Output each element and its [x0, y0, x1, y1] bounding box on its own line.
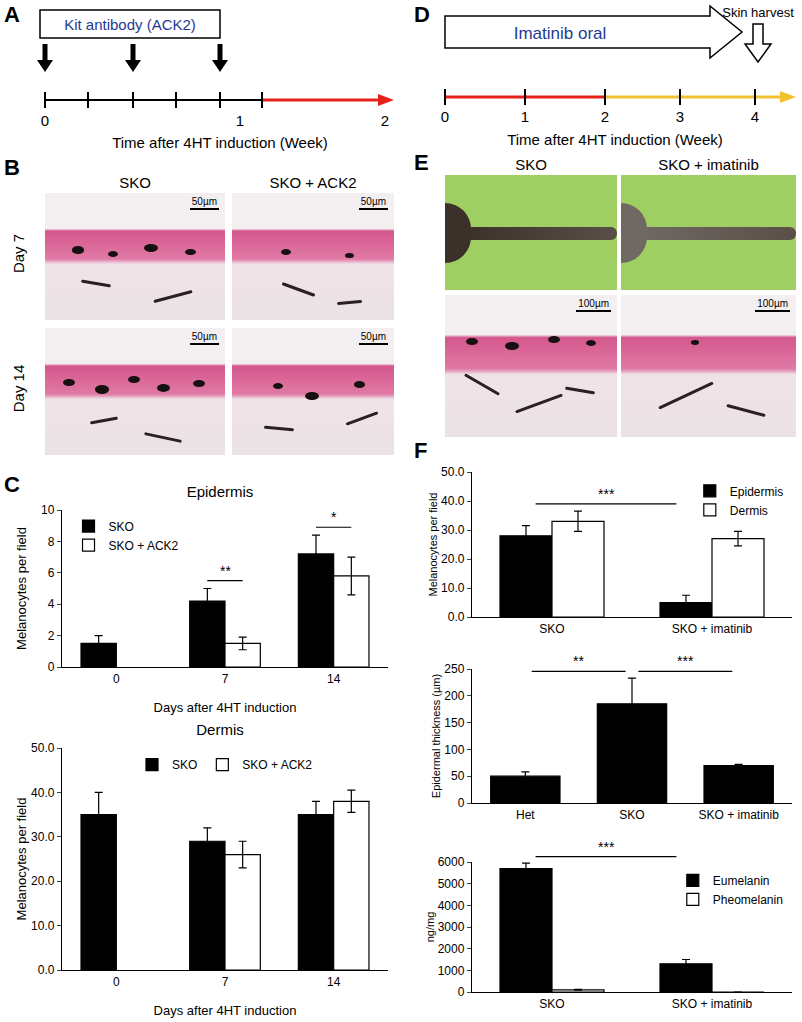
svg-text:Pheomelanin: Pheomelanin	[713, 893, 783, 907]
svg-text:150: 150	[444, 716, 464, 730]
svg-text:250: 250	[444, 662, 464, 676]
svg-text:5000: 5000	[438, 877, 465, 891]
svg-text:40.0: 40.0	[31, 786, 55, 800]
svg-text:10.0: 10.0	[441, 581, 465, 595]
html-text:Day 14: Day 14	[9, 364, 27, 413]
svg-text:30.0: 30.0	[441, 523, 465, 537]
svg-text:Imatinib oral: Imatinib oral	[514, 24, 607, 43]
svg-text:30.0: 30.0	[31, 830, 55, 844]
svg-text:0: 0	[41, 112, 49, 129]
svg-text:0: 0	[441, 108, 449, 125]
svg-text:SKO: SKO	[172, 758, 197, 772]
svg-text:Days after 4HT induction: Days after 4HT induction	[154, 1003, 297, 1018]
svg-text:Time after 4HT induction (Week: Time after 4HT induction (Week)	[507, 131, 723, 148]
html-text:50µm: 50µm	[360, 196, 386, 207]
svg-text:SKO + ACK2: SKO + ACK2	[242, 758, 312, 772]
html-text:SKO: SKO	[119, 174, 151, 191]
svg-text:0: 0	[458, 796, 465, 810]
svg-text:Time after 4HT induction (Week: Time after 4HT induction (Week)	[112, 134, 328, 151]
html-text:D: D	[414, 2, 430, 27]
svg-text:0: 0	[113, 672, 120, 686]
svg-text:7: 7	[222, 975, 229, 989]
svg-text:ng/mg: ng/mg	[424, 912, 436, 943]
svg-text:2: 2	[381, 112, 389, 129]
svg-text:0: 0	[48, 660, 55, 674]
html-text:50µm: 50µm	[191, 331, 217, 342]
html-text:A: A	[4, 2, 20, 27]
html-text:50µm: 50µm	[191, 196, 217, 207]
svg-text:SKO + ACK2: SKO + ACK2	[109, 539, 179, 553]
svg-text:*: *	[331, 509, 337, 525]
html-text:B: B	[4, 155, 20, 180]
svg-text:**: **	[220, 563, 231, 579]
svg-text:3000: 3000	[438, 920, 465, 934]
svg-text:Dermis: Dermis	[196, 721, 244, 738]
svg-text:SKO + imatinib: SKO + imatinib	[698, 808, 779, 822]
svg-text:Melanocytes per field: Melanocytes per field	[14, 527, 29, 650]
svg-text:8: 8	[48, 535, 55, 549]
svg-text:Dermis: Dermis	[730, 504, 768, 518]
html-text:F: F	[414, 438, 428, 463]
svg-text:Epidermis: Epidermis	[730, 485, 783, 499]
html-text:100µm: 100µm	[578, 298, 609, 309]
svg-text:6: 6	[48, 566, 55, 580]
svg-text:3: 3	[676, 108, 684, 125]
svg-text:Skin harvest: Skin harvest	[722, 5, 794, 20]
svg-text:1: 1	[521, 108, 529, 125]
svg-text:4: 4	[48, 597, 55, 611]
svg-text:0: 0	[113, 975, 120, 989]
svg-text:50.0: 50.0	[31, 741, 55, 755]
svg-text:SKO: SKO	[539, 997, 564, 1011]
svg-text:2: 2	[601, 108, 609, 125]
svg-text:20.0: 20.0	[31, 874, 55, 888]
svg-text:1: 1	[236, 112, 244, 129]
svg-text:Melanocytes per field: Melanocytes per field	[427, 493, 439, 597]
html-text:SKO + ACK2: SKO + ACK2	[269, 174, 357, 191]
svg-text:7: 7	[222, 672, 229, 686]
svg-text:0.0: 0.0	[448, 610, 465, 624]
svg-text:0.0: 0.0	[38, 963, 55, 977]
svg-text:SKO: SKO	[619, 808, 644, 822]
svg-text:4: 4	[751, 108, 759, 125]
svg-text:***: ***	[677, 653, 694, 669]
svg-text:100: 100	[444, 743, 464, 757]
svg-text:Days after 4HT induction: Days after 4HT induction	[154, 700, 297, 715]
svg-text:SKO: SKO	[539, 622, 564, 636]
svg-text:1000: 1000	[438, 964, 465, 978]
svg-text:10: 10	[41, 503, 55, 517]
html-text:C: C	[4, 472, 20, 497]
html-text:50µm: 50µm	[360, 331, 386, 342]
svg-text:4000: 4000	[438, 899, 465, 913]
svg-text:SKO: SKO	[109, 520, 134, 534]
svg-text:SKO + imatinib: SKO + imatinib	[672, 622, 753, 636]
svg-text:200: 200	[444, 689, 464, 703]
svg-text:14: 14	[327, 975, 341, 989]
svg-text:20.0: 20.0	[441, 552, 465, 566]
svg-text:2000: 2000	[438, 942, 465, 956]
svg-text:50: 50	[451, 769, 465, 783]
svg-text:Kit antibody (ACK2): Kit antibody (ACK2)	[64, 16, 196, 33]
svg-text:6000: 6000	[438, 855, 465, 869]
html-text:SKO + imatinib: SKO + imatinib	[658, 156, 759, 173]
svg-text:Eumelanin: Eumelanin	[713, 874, 770, 888]
svg-text:Het: Het	[516, 808, 535, 822]
html-text:Day 7: Day 7	[9, 233, 27, 274]
svg-text:***: ***	[598, 839, 615, 855]
html-text:SKO: SKO	[515, 156, 547, 173]
svg-text:SKO + imatinib: SKO + imatinib	[672, 997, 753, 1011]
svg-text:Epidermal thickness (µm): Epidermal thickness (µm)	[430, 674, 442, 798]
svg-text:10.0: 10.0	[31, 919, 55, 933]
svg-text:14: 14	[327, 672, 341, 686]
svg-text:0: 0	[458, 985, 465, 999]
svg-text:50.0: 50.0	[441, 465, 465, 479]
svg-text:40.0: 40.0	[441, 494, 465, 508]
svg-text:Epidermis: Epidermis	[187, 483, 254, 500]
html-text:E: E	[414, 150, 429, 175]
svg-text:***: ***	[598, 486, 615, 502]
svg-text:**: **	[573, 653, 584, 669]
html-text:100µm: 100µm	[757, 298, 788, 309]
svg-text:Melanocytes per field: Melanocytes per field	[14, 798, 29, 921]
svg-text:2: 2	[48, 629, 55, 643]
